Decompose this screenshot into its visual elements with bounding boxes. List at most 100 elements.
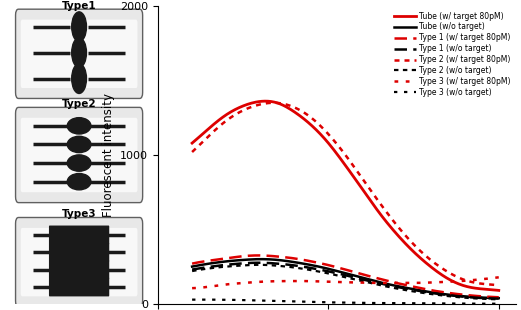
Line: Type 3 (w/ target 80pM): Type 3 (w/ target 80pM) [192,277,499,288]
Tube (w/ target 80pM) [189,141,195,145]
Type 1 (w/o target) [495,297,502,300]
Tube (w/o target) [371,279,378,283]
Ellipse shape [67,136,91,153]
Type 1 (w/o target) [378,282,384,286]
Type 2 (w/o target) [449,294,455,298]
FancyBboxPatch shape [21,20,138,88]
Type 2 (w/ target 80pM) [378,202,384,206]
Type 2 (w/o target) [373,282,379,286]
Text: Type2: Type2 [62,99,96,109]
Circle shape [72,12,86,42]
Tube (w/o target) [190,264,196,268]
Tube (w/o target) [258,257,264,261]
Type 1 (w/o target) [468,295,474,299]
Line: Type 2 (w/o target): Type 2 (w/o target) [192,265,499,299]
Type 1 (w/o target) [373,281,379,284]
Type 2 (w/o target) [378,283,384,287]
Legend: Tube (w/ target 80pM), Tube (w/o target), Type 1 (w/ target 80pM), Type 1 (w/o t: Tube (w/ target 80pM), Tube (w/o target)… [393,10,512,99]
Type 1 (w/ target 80pM) [189,262,195,265]
Type 3 (w/o target) [189,298,195,302]
Type 3 (w/o target) [449,302,455,305]
Type 2 (w/o target) [495,298,502,301]
Type 3 (w/ target 80pM) [377,281,383,285]
Type 3 (w/ target 80pM) [189,286,195,290]
Tube (w/o target) [189,265,195,268]
Tube (w/ target 80pM) [371,205,378,208]
Line: Type 3 (w/o target): Type 3 (w/o target) [192,299,499,304]
Line: Type 2 (w/ target 80pM): Type 2 (w/ target 80pM) [192,103,499,285]
Tube (w/ target 80pM) [449,279,455,282]
Type 3 (w/o target) [378,301,384,305]
Type 2 (w/ target 80pM) [270,101,276,105]
Type 3 (w/ target 80pM) [370,281,377,285]
Type 1 (w/ target 80pM) [468,294,474,297]
Type 2 (w/o target) [190,269,196,273]
Tube (w/ target 80pM) [468,286,474,289]
Tube (w/ target 80pM) [495,289,502,292]
Type 3 (w/o target) [495,302,502,306]
Type 1 (w/ target 80pM) [373,276,379,280]
Tube (w/ target 80pM) [190,140,196,144]
FancyBboxPatch shape [49,260,109,279]
Type 3 (w/o target) [197,298,203,301]
Type 1 (w/o target) [449,294,455,297]
Type 2 (w/o target) [256,263,262,267]
FancyBboxPatch shape [21,118,138,192]
Type 2 (w/o target) [468,296,474,300]
Line: Type 1 (w/ target 80pM): Type 1 (w/ target 80pM) [192,255,499,297]
Type 2 (w/ target 80pM) [495,283,502,287]
FancyBboxPatch shape [49,226,109,245]
Tube (w/ target 80pM) [263,99,269,103]
Type 2 (w/o target) [189,269,195,273]
Type 3 (w/ target 80pM) [190,286,196,290]
Type 1 (w/ target 80pM) [378,277,384,281]
Text: Type3: Type3 [62,209,96,219]
Ellipse shape [67,155,91,171]
Type 1 (w/o target) [189,268,195,272]
Type 2 (w/ target 80pM) [468,280,474,284]
Type 3 (w/o target) [373,301,379,305]
Type 3 (w/ target 80pM) [371,281,378,285]
Type 3 (w/ target 80pM) [448,280,454,283]
Tube (w/o target) [468,295,474,299]
Type 1 (w/ target 80pM) [495,295,502,299]
Type 3 (w/o target) [371,301,378,305]
Type 1 (w/o target) [256,261,262,264]
FancyBboxPatch shape [16,9,143,99]
Tube (w/ target 80pM) [373,206,379,210]
FancyBboxPatch shape [49,277,109,296]
Type 2 (w/o target) [371,282,378,286]
Tube (w/o target) [495,296,502,300]
Type 3 (w/o target) [190,298,196,302]
FancyBboxPatch shape [49,243,109,262]
Type 1 (w/o target) [190,268,196,271]
FancyBboxPatch shape [21,228,138,296]
Tube (w/o target) [373,279,379,283]
Ellipse shape [67,174,91,190]
Tube (w/o target) [449,293,455,297]
Type 2 (w/ target 80pM) [371,194,378,198]
Text: Type1: Type1 [62,1,96,11]
Type 2 (w/ target 80pM) [190,149,196,153]
Type 3 (w/ target 80pM) [467,278,473,282]
Tube (w/ target 80pM) [378,213,384,217]
Type 1 (w/ target 80pM) [371,276,378,279]
Type 2 (w/ target 80pM) [449,272,455,276]
Ellipse shape [67,118,91,134]
Type 3 (w/o target) [468,302,474,306]
Circle shape [72,38,86,68]
Type 1 (w/o target) [371,280,378,284]
Type 1 (w/ target 80pM) [449,291,455,295]
Line: Tube (w/ target 80pM): Tube (w/ target 80pM) [192,101,499,290]
Circle shape [72,64,86,93]
Type 3 (w/ target 80pM) [495,276,502,279]
Y-axis label: Fluorescent intensity: Fluorescent intensity [102,93,115,217]
Type 1 (w/ target 80pM) [255,254,261,257]
Type 2 (w/ target 80pM) [373,196,379,199]
FancyBboxPatch shape [16,107,143,203]
Tube (w/o target) [378,281,384,284]
Line: Tube (w/o target): Tube (w/o target) [192,259,499,298]
Type 1 (w/ target 80pM) [190,262,196,265]
Type 2 (w/ target 80pM) [189,150,195,154]
FancyBboxPatch shape [16,218,143,307]
